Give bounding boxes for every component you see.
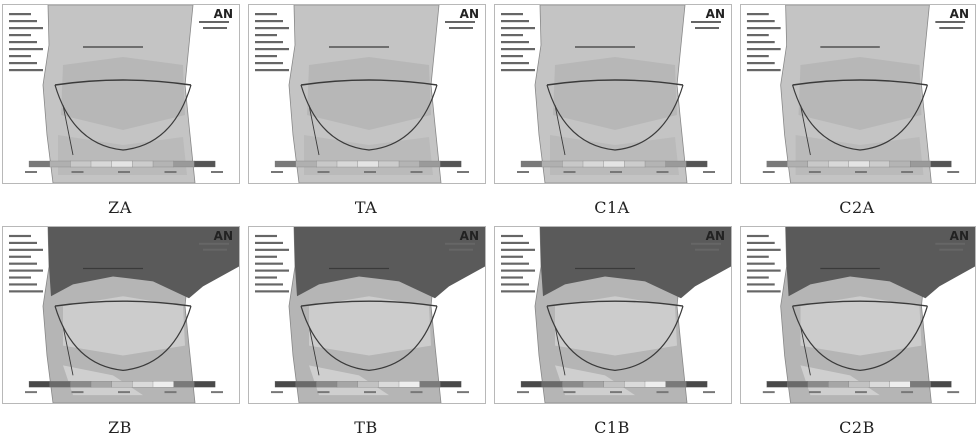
contour-plot-TB <box>255 227 485 403</box>
ansys-logo-TB: AN <box>459 229 479 243</box>
panel-ZB: AN <box>2 226 240 404</box>
ansys-logo-ZB: AN <box>213 229 233 243</box>
caption-C1B: C1B <box>594 418 630 437</box>
panel-C1B: AN <box>494 226 732 404</box>
caption-ZA: ZA <box>108 198 132 217</box>
caption-ZB: ZB <box>108 418 132 437</box>
panel-TA: AN <box>248 4 486 184</box>
ansys-logo-C1B: AN <box>705 229 725 243</box>
caption-C2B: C2B <box>839 418 875 437</box>
panel-ZA: AN <box>2 4 240 184</box>
panel-C2A: AN <box>740 4 976 184</box>
caption-C2A: C2A <box>839 198 875 217</box>
contour-plot-ZB <box>9 227 239 403</box>
ansys-logo-TA: AN <box>459 7 479 21</box>
contour-plot-TA <box>255 5 475 183</box>
contour-plot-ZA <box>9 5 229 183</box>
contour-plot-C2B <box>746 227 975 403</box>
caption-C1A: C1A <box>594 198 630 217</box>
contour-plot-C1A <box>501 5 721 183</box>
ansys-logo-C2A: AN <box>949 7 969 21</box>
caption-TB: TB <box>354 418 378 437</box>
contour-plot-C2A <box>746 5 966 183</box>
panel-TB: AN <box>248 226 486 404</box>
ansys-logo-C2B: AN <box>949 229 969 243</box>
panel-C1A: AN <box>494 4 732 184</box>
panel-C2B: AN <box>740 226 976 404</box>
ansys-logo-ZA: AN <box>213 7 233 21</box>
caption-TA: TA <box>354 198 378 217</box>
contour-plot-C1B <box>501 227 731 403</box>
ansys-logo-C1A: AN <box>705 7 725 21</box>
